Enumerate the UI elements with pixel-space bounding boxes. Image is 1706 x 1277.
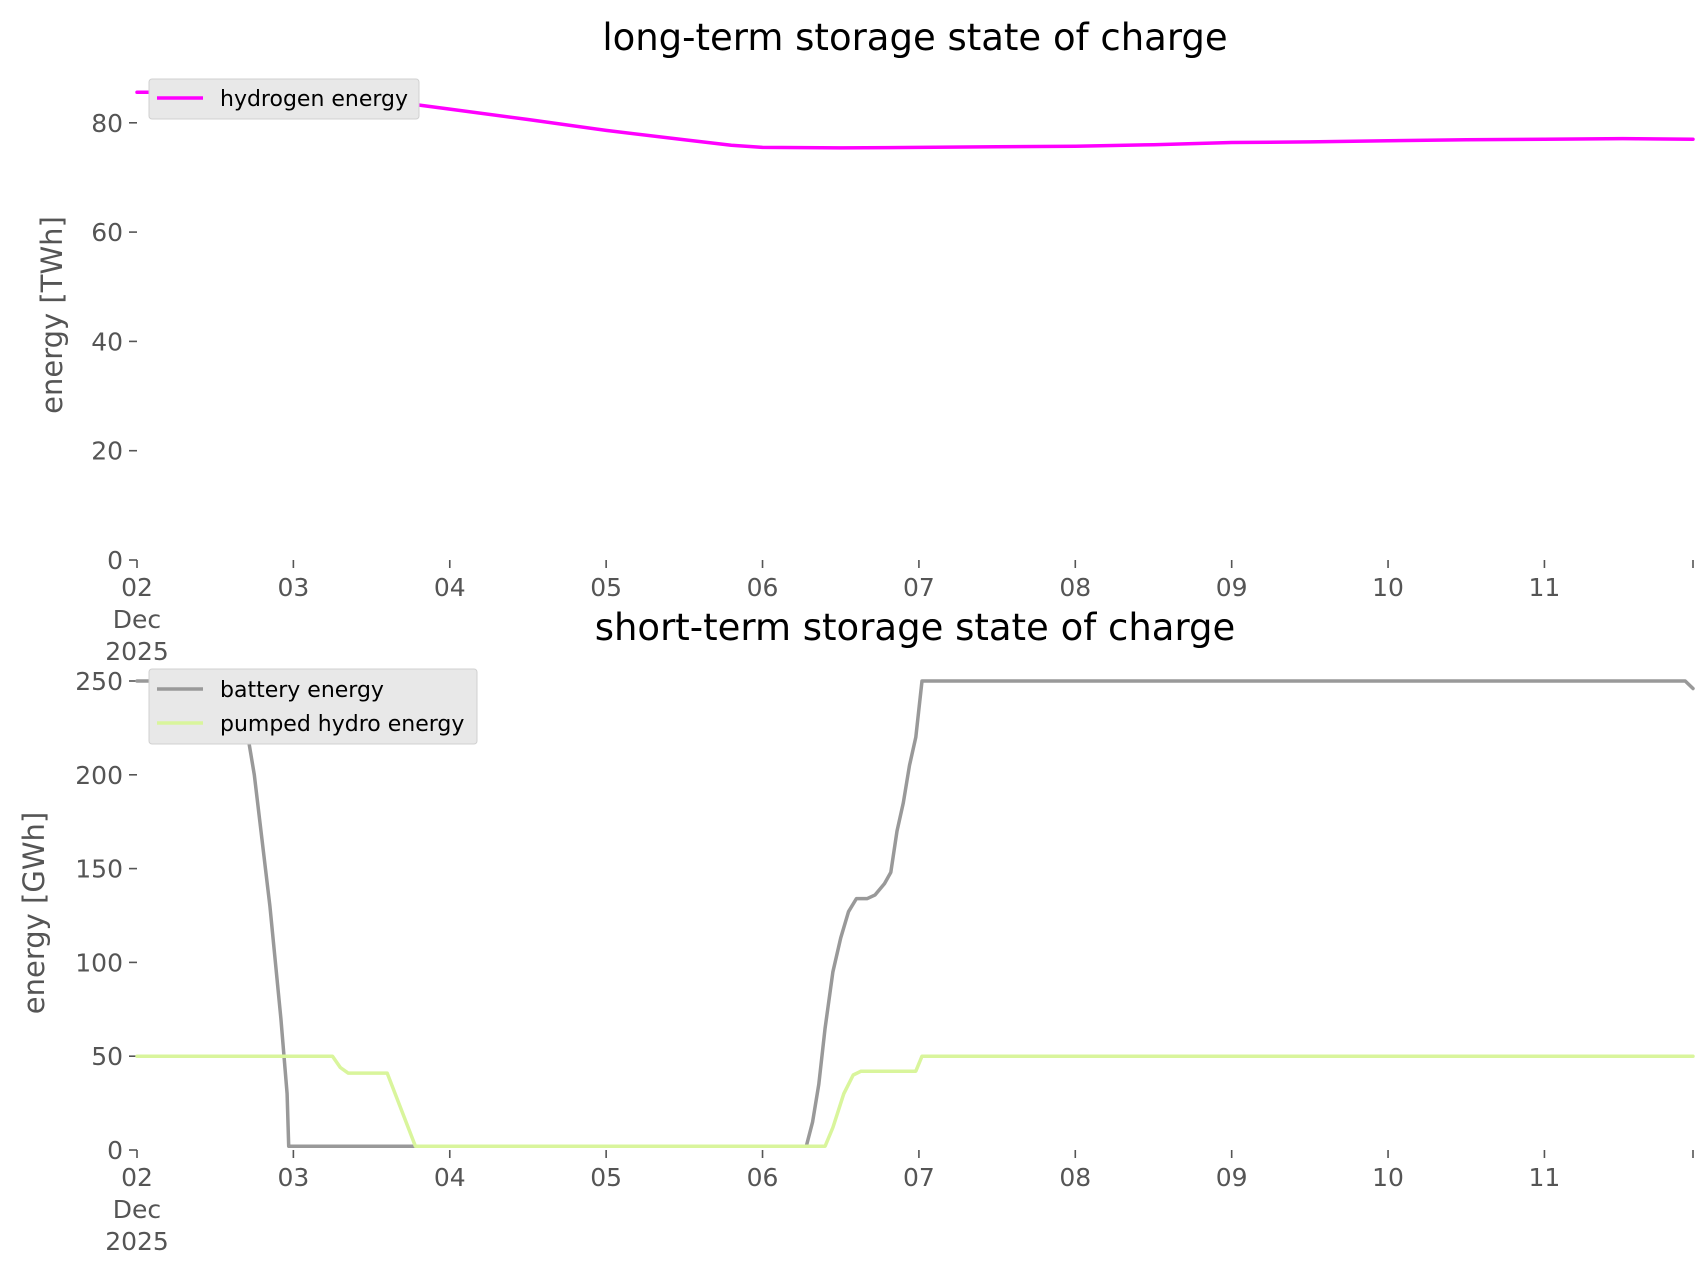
y-tick-label: 60 (91, 218, 123, 247)
chart-title: short-term storage state of charge (595, 606, 1236, 649)
x-tick-label: 07 (903, 573, 935, 602)
x-tick-label: 10 (1372, 573, 1404, 602)
x-tick-label: 02 (121, 573, 153, 602)
x-tick-label: 06 (747, 1163, 779, 1192)
series-line-battery-energy (135, 679, 1695, 1148)
x-tick-label: 08 (1059, 1163, 1091, 1192)
x-tick-label: 04 (434, 573, 466, 602)
y-tick-label: 0 (107, 1136, 123, 1165)
x-tick-label: Dec (113, 605, 161, 634)
short-term-storage-chart: short-term storage state of charge energ… (17, 606, 1695, 1256)
x-tick-label: 09 (1216, 573, 1248, 602)
legend: hydrogen energy (148, 78, 420, 120)
long-term-storage-chart: long-term storage state of charge energy… (35, 16, 1695, 666)
x-tick-label: 11 (1529, 573, 1561, 602)
x-tick-label: 06 (747, 573, 779, 602)
legend-entry: hydrogen energy (157, 87, 408, 112)
y-tick-label: 40 (91, 327, 123, 356)
legend-label: pumped hydro energy (220, 712, 464, 737)
legend-label: hydrogen energy (220, 87, 408, 112)
x-tick-label: 08 (1059, 573, 1091, 602)
x-tick-label: 02 (121, 1163, 153, 1192)
y-tick-label: 20 (91, 437, 123, 466)
series-lines (135, 679, 1695, 1148)
y-axis-ticks: 0 20 40 60 80 (91, 109, 137, 575)
x-tick-label: 07 (903, 1163, 935, 1192)
y-axis-label: energy [TWh] (35, 216, 69, 414)
y-tick-label: 80 (91, 109, 123, 138)
series-line-pumped-hydro-energy (135, 1054, 1695, 1148)
legend-box (148, 78, 420, 120)
legend-label: battery energy (220, 678, 384, 703)
x-tick-label: 09 (1216, 1163, 1248, 1192)
x-tick-label: Dec (113, 1195, 161, 1224)
y-tick-label: 50 (91, 1042, 123, 1071)
x-tick-label: 05 (590, 1163, 622, 1192)
legend-entry: battery energy (157, 678, 384, 703)
y-axis-ticks: 0 50 100 150 200 250 (75, 667, 137, 1165)
y-tick-label: 150 (75, 855, 123, 884)
x-tick-label: 04 (434, 1163, 466, 1192)
legend-box (148, 668, 478, 745)
legend-entry: pumped hydro energy (157, 712, 464, 737)
y-axis-label: energy [GWh] (17, 812, 51, 1014)
x-tick-label: 03 (277, 573, 309, 602)
legend: battery energy pumped hydro energy (148, 668, 478, 745)
y-tick-label: 250 (75, 667, 123, 696)
y-tick-label: 0 (107, 546, 123, 575)
chart-title: long-term storage state of charge (602, 16, 1227, 59)
x-tick-label: 2025 (105, 637, 169, 666)
x-axis-ticks: 02 Dec 2025 03 04 05 06 07 08 09 10 11 (105, 560, 1694, 666)
x-tick-label: 2025 (105, 1227, 169, 1256)
x-tick-label: 10 (1372, 1163, 1404, 1192)
x-axis-ticks: 02 Dec 2025 03 04 05 06 07 08 09 10 11 (105, 1150, 1694, 1256)
x-tick-label: 05 (590, 573, 622, 602)
y-tick-label: 200 (75, 761, 123, 790)
y-tick-label: 100 (75, 948, 123, 977)
x-tick-label: 03 (277, 1163, 309, 1192)
x-tick-label: 11 (1529, 1163, 1561, 1192)
